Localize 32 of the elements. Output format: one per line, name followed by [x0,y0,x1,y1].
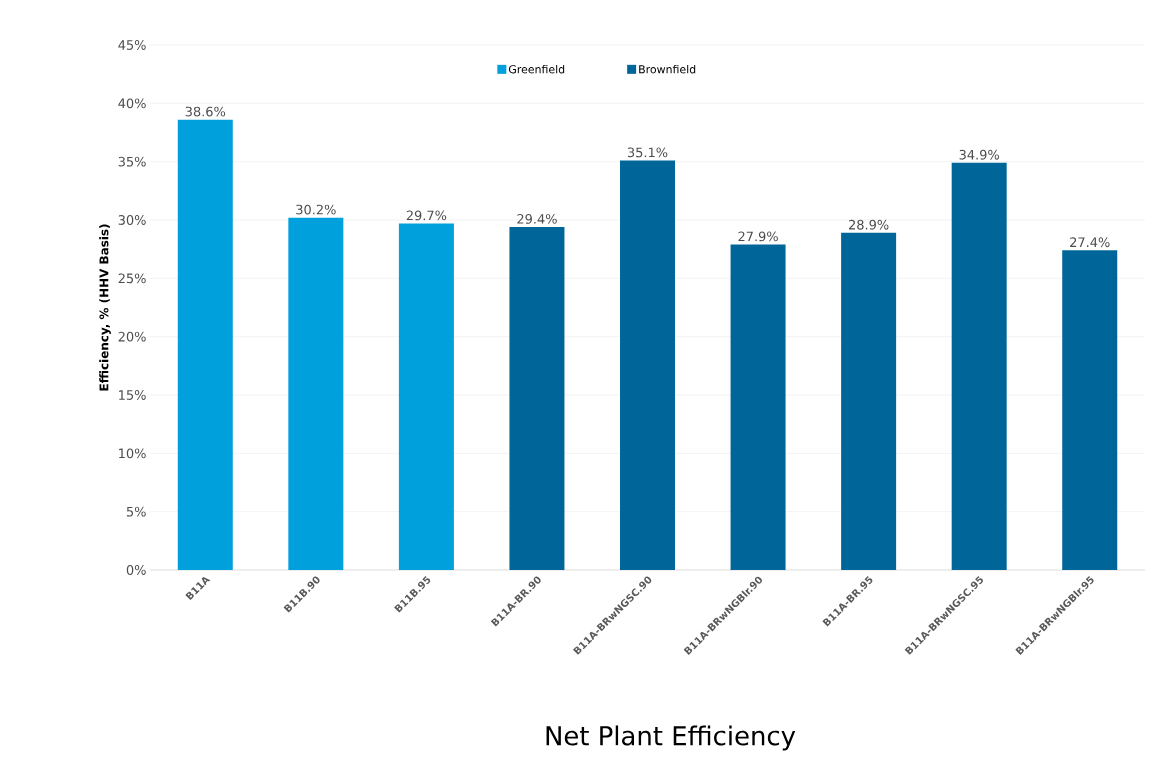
y-tick-label: 25% [118,273,146,284]
bar [841,232,897,570]
data-label: 27.4% [1070,237,1110,248]
y-tick-label: 15% [119,390,146,400]
bar [177,119,233,570]
y-tick-label: 40% [118,98,146,109]
legend-label: Greenfield [508,64,565,74]
data-label: 30.2% [296,204,336,215]
bar [398,223,454,570]
y-tick-label: 0% [126,565,146,575]
y-axis-title: Efficiency, % (HHV Basis) [99,224,111,391]
bar [1062,250,1118,570]
data-label: 29.4% [517,214,557,224]
bar [730,244,786,570]
y-tick-label: 35% [118,156,146,167]
data-label: 27.9% [738,231,778,242]
y-tick-label: 20% [118,331,146,342]
y-tick-label: 45% [118,40,146,50]
bar [951,162,1007,570]
bar [620,160,675,570]
data-label: 35.1% [627,147,668,158]
data-label: 34.9% [959,149,1000,160]
data-label: 28.9% [849,219,889,230]
data-label: 38.6% [185,106,226,117]
y-tick-label: 10% [119,448,146,459]
y-tick-label: 30% [118,215,146,225]
data-label: 29.7% [406,210,447,221]
y-tick-label: 5% [126,506,146,517]
bar [509,227,565,570]
legend-label: Brownfield [639,64,696,74]
text: Net Plant Efficiency [546,725,796,751]
bar [288,217,344,570]
